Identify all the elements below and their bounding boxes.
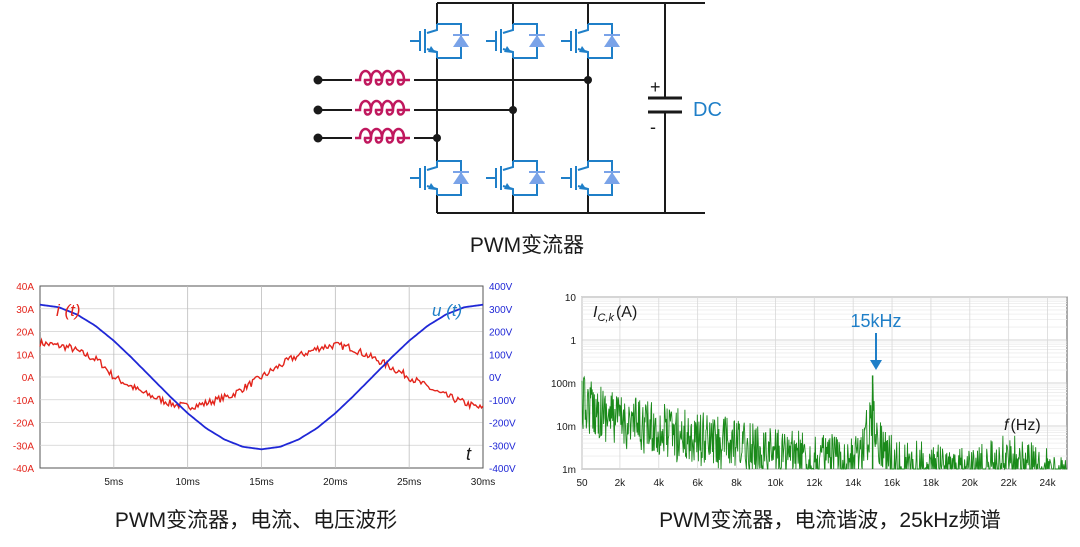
chart2-y-tick-label: 1 xyxy=(570,336,576,347)
chart1-left-tick-label: 0A xyxy=(22,373,35,384)
igbt-module-6 xyxy=(558,151,620,205)
chart2-y-axis-ticks: 10 1 100m 10m 1m xyxy=(551,293,576,476)
dc-label: DC xyxy=(693,99,722,121)
chart2-x-tick-label: 10k xyxy=(767,478,784,489)
chart2-x-axis-ticks: 50 2k 4k 6k 8k 10k 12k 14k 16k 18k 20k 22k 24k xyxy=(576,478,1056,489)
chart1-left-tick-label: 10A xyxy=(16,350,34,361)
chart2-x-tick-label: 18k xyxy=(923,478,940,489)
chart2-x-tick-label: 12k xyxy=(806,478,823,489)
time-domain-chart: 40A 30A 20A 10A 0A -10A -20A -30A -40A 400V 300V 2… xyxy=(13,282,516,532)
xlabel-unit: (Hz) xyxy=(1010,417,1040,434)
chart1-right-tick-label: -200V xyxy=(489,419,516,430)
ac-terminal-1 xyxy=(313,75,323,85)
ylabel-main: I xyxy=(593,304,598,321)
chart2-x-tick-label: 8k xyxy=(731,478,743,489)
series-label-voltage: u (t) xyxy=(432,301,462,320)
igbt-module-3 xyxy=(483,14,545,68)
igbt-module-5 xyxy=(558,14,620,68)
chart1-x-tick-label: 25ms xyxy=(397,477,421,488)
chart1-x-tick-label: 30ms xyxy=(471,477,495,488)
chart1-x-tick-label: 15ms xyxy=(249,477,273,488)
chart1-right-tick-label: -400V xyxy=(489,464,516,475)
chart2-y-tick-label: 10m xyxy=(557,422,576,433)
igbt-switches xyxy=(407,14,620,205)
capacitor-plus-sign: + xyxy=(650,77,661,97)
inductors xyxy=(352,69,414,148)
chart1-right-tick-label: 200V xyxy=(489,328,513,339)
chart2-y-tick-label: 1m xyxy=(562,465,576,476)
chart2-y-tick-label: 10 xyxy=(565,293,577,304)
chart2-x-tick-label: 22k xyxy=(1001,478,1018,489)
junction-c xyxy=(584,76,592,84)
chart1-x-tick-label: 20ms xyxy=(323,477,347,488)
chart1-caption: PWM变流器，电流、电压波形 xyxy=(115,509,397,532)
chart2-x-tick-label: 4k xyxy=(654,478,666,489)
chart1-right-tick-label: 100V xyxy=(489,350,513,361)
inductor-1 xyxy=(355,69,410,86)
chart2-x-tick-label: 14k xyxy=(845,478,862,489)
inductor-2 xyxy=(355,99,410,116)
junction-b xyxy=(509,106,517,114)
junction-a xyxy=(433,134,441,142)
ac-terminal-3 xyxy=(313,133,323,143)
chart2-y-axis-label: IC,k (A) xyxy=(593,304,637,324)
ylabel-unit: (A) xyxy=(616,304,637,321)
xlabel-main: f xyxy=(1004,417,1010,434)
junction-dots xyxy=(313,75,592,143)
inductor-3 xyxy=(355,127,410,144)
igbt-module-1 xyxy=(407,14,469,68)
chart2-x-tick-label: 6k xyxy=(692,478,704,489)
circuit-caption: PWM变流器 xyxy=(470,234,584,257)
chart1-corner-label: t xyxy=(466,444,472,464)
capacitor-minus-sign: - xyxy=(650,117,656,137)
ac-terminal-2 xyxy=(313,105,323,115)
chart2-x-tick-label: 20k xyxy=(962,478,979,489)
chart2-spectrum-series xyxy=(581,375,1067,471)
chart2-caption: PWM变流器，电流谐波，25kHz频谱 xyxy=(659,509,1001,532)
chart1-left-tick-label: 20A xyxy=(16,328,34,339)
annotation-15khz: 15kHz xyxy=(850,311,901,331)
igbt-module-4 xyxy=(483,151,545,205)
igbt-module-2 xyxy=(407,151,469,205)
chart1-series xyxy=(39,303,484,451)
chart1-right-tick-label: 400V xyxy=(489,282,513,293)
chart1-left-tick-label: -30A xyxy=(13,441,34,452)
chart2-x-tick-label: 2k xyxy=(615,478,627,489)
chart1-left-axis-ticks: 40A 30A 20A 10A 0A -10A -20A -30A -40A xyxy=(13,282,34,475)
chart2-x-tick-label: 24k xyxy=(1039,478,1056,489)
series-current-line xyxy=(39,337,484,411)
series-label-current: i (t) xyxy=(56,301,81,320)
chart1-right-tick-label: 0V xyxy=(489,373,502,384)
chart1-x-axis-ticks: 5ms 10ms 15ms 20ms 25ms 30ms xyxy=(104,477,495,488)
chart2-x-tick-label: 16k xyxy=(884,478,901,489)
annotation-arrow xyxy=(870,333,882,370)
chart1-right-tick-label: -300V xyxy=(489,441,516,452)
chart1-left-tick-label: -40A xyxy=(13,464,34,475)
spectrum-chart: 10 1 100m 10m 1m 50 2k 4k 6k 8k 10k 12k 14k 16k 18k 20… xyxy=(551,293,1068,532)
chart1-right-axis-ticks: 400V 300V 200V 100V 0V -100V -200V -300V -400V xyxy=(489,282,516,475)
chart1-left-tick-label: 30A xyxy=(16,305,34,316)
chart1-left-tick-label: 40A xyxy=(16,282,34,293)
chart1-right-tick-label: 300V xyxy=(489,305,513,316)
chart1-x-tick-label: 10ms xyxy=(175,477,199,488)
chart1-x-tick-label: 5ms xyxy=(104,477,123,488)
chart2-x-axis-label: f (Hz) xyxy=(1004,417,1041,434)
chart2-x-tick-label: 50 xyxy=(576,478,588,489)
chart1-right-tick-label: -100V xyxy=(489,396,516,407)
ylabel-sub: C,k xyxy=(597,312,614,324)
series-voltage-line xyxy=(39,303,484,451)
chart2-y-tick-label: 100m xyxy=(551,379,576,390)
spectrum-line xyxy=(581,375,1067,471)
chart1-left-tick-label: -20A xyxy=(13,419,34,430)
chart1-left-tick-label: -10A xyxy=(13,396,34,407)
